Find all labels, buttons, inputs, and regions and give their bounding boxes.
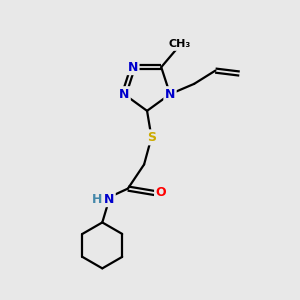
Text: O: O [156, 187, 166, 200]
Text: N: N [104, 193, 114, 206]
Text: CH₃: CH₃ [169, 40, 191, 50]
Text: N: N [165, 88, 175, 101]
Text: N: N [128, 61, 138, 74]
Text: H: H [92, 193, 103, 206]
Text: S: S [147, 131, 156, 144]
Text: N: N [119, 88, 129, 101]
